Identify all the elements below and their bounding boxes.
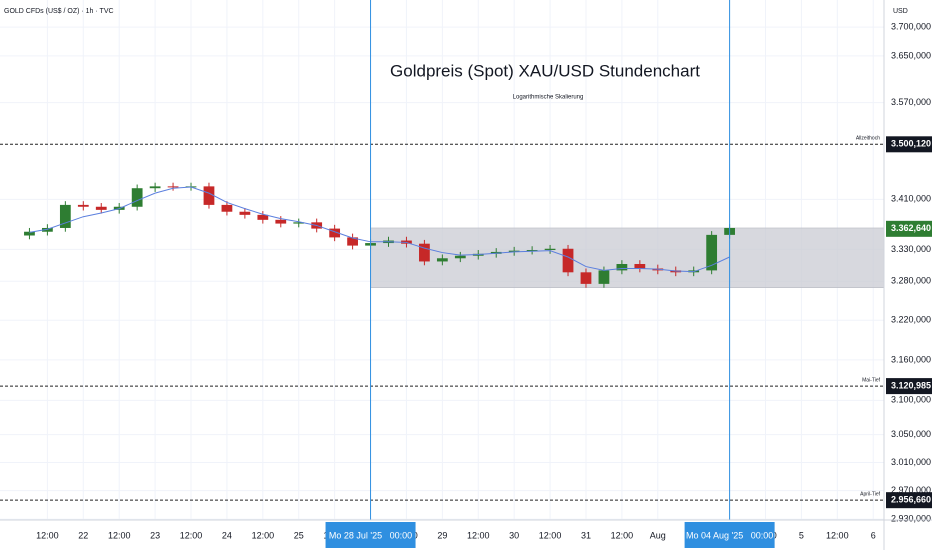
x-tick-label: 12:00 <box>252 530 275 540</box>
candle-body <box>59 204 71 228</box>
moving-average <box>29 186 730 273</box>
y-tick-label: 3.010,000 <box>891 457 931 467</box>
candle-body <box>329 228 341 238</box>
candle-body <box>239 211 251 215</box>
x-tick-label: 25 <box>294 530 304 540</box>
range-box <box>370 227 885 288</box>
x-tick-label: 12:00 <box>36 530 59 540</box>
x-tick-label: Aug <box>650 530 666 540</box>
y-tick-label: 3.410,000 <box>891 194 931 204</box>
y-tick-label: 3.570,000 <box>891 97 931 107</box>
level-price-label: 3.500,120 <box>891 139 931 149</box>
candle-body <box>347 237 358 246</box>
candle-body <box>203 186 215 205</box>
candle-body <box>275 219 287 224</box>
currency-label: USD <box>893 8 908 15</box>
candle-body <box>149 186 161 189</box>
level-price-label: 2.956,660 <box>891 495 931 505</box>
level-name: Allzeithoch <box>856 136 880 142</box>
y-tick-label: 3.160,000 <box>891 354 931 364</box>
candle-body <box>544 248 556 251</box>
x-tick-label: 31 <box>581 530 591 540</box>
candle-body <box>77 204 89 207</box>
x-tick-label: 12:00 <box>611 530 634 540</box>
y-tick-label: 3.700,000 <box>891 22 931 32</box>
last-price-box <box>886 220 932 237</box>
x-tick-label: 12:00 <box>467 530 490 540</box>
level-price-box <box>886 136 932 153</box>
candle-body <box>616 264 628 271</box>
candle-body <box>257 214 269 220</box>
marker-label-box <box>325 522 416 548</box>
y-tick-label: 3.280,000 <box>891 276 931 286</box>
level-price-label: 3.120,985 <box>891 380 931 390</box>
y-tick-label: 3.330,000 <box>891 244 931 254</box>
y-tick-label: 3.100,000 <box>891 395 931 405</box>
x-tick-label: 6 <box>871 530 876 540</box>
chart-subtitle: Logarithmische Skalierung <box>513 95 584 101</box>
x-tick-label: 24 <box>222 530 232 540</box>
candle-body <box>454 255 466 259</box>
level-name: April-Tief <box>860 492 880 498</box>
level-price-box <box>886 492 932 509</box>
candle-body <box>419 243 430 262</box>
candle-body <box>508 250 520 252</box>
candle-body <box>95 206 107 210</box>
candle-body <box>221 204 233 212</box>
x-tick-label: 12:00 <box>826 530 849 540</box>
x-tick-label: 22 <box>78 530 88 540</box>
candle-body <box>580 272 592 284</box>
y-tick-label: 3.050,000 <box>891 429 931 439</box>
x-tick-label: 12:00 <box>180 530 203 540</box>
candle-body <box>167 186 179 188</box>
candle-body <box>24 231 35 236</box>
x-tick-label: 12:00 <box>539 530 562 540</box>
candle-body <box>131 188 143 207</box>
candle-body <box>634 264 646 269</box>
x-tick-label: 30 <box>509 530 519 540</box>
x-tick-label: 5 <box>799 530 804 540</box>
symbol-label: GOLD CFDs (US$ / OZ) · 1h · TVC <box>4 8 114 15</box>
level-price-box <box>886 378 932 395</box>
x-tick-label: 23 <box>150 530 160 540</box>
marker-label: Mo 04 Aug '25 00:00 <box>686 530 773 540</box>
y-tick-label: 2.930,000 <box>891 514 931 524</box>
candle-body <box>293 222 305 224</box>
y-tick-label: 2.970,000 <box>891 485 931 495</box>
x-tick-label: 29 <box>437 530 447 540</box>
chart-title: Goldpreis (Spot) XAU/USD Stundenchart <box>390 61 700 80</box>
candle-body <box>562 248 574 273</box>
candle-body <box>42 227 53 232</box>
level-name: Mai-Tief <box>862 377 880 383</box>
x-tick-label: 12:00 <box>108 530 131 540</box>
marker-label: Mo 28 Jul '25 00:00 <box>329 530 412 540</box>
candle-body <box>526 250 538 252</box>
marker-label-box <box>684 522 775 548</box>
candle-body <box>706 234 718 271</box>
candle-body <box>436 258 448 262</box>
y-tick-label: 3.650,000 <box>891 50 931 60</box>
y-tick-label: 3.220,000 <box>891 315 931 325</box>
last-price-label: 3.362,640 <box>891 223 931 233</box>
candle-body <box>598 270 610 284</box>
